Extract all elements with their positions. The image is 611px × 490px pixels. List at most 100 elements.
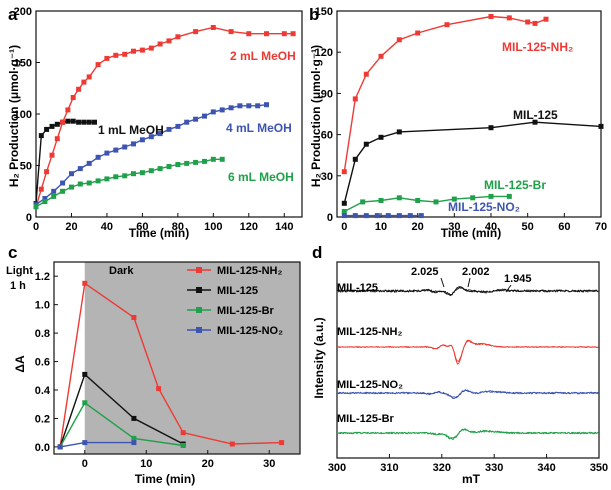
data-point [65,118,71,124]
data-point [506,15,512,21]
data-point [86,160,92,166]
spectrum-trace [336,286,599,297]
spectrum-trace [336,389,599,398]
data-point [82,400,88,406]
y-tick-label: 0 [327,212,333,224]
x-tick-label: 330 [485,462,503,474]
series-line [35,158,223,208]
data-point [70,95,76,100]
y-axis-label-b: H₂ Production (μmol·g⁻¹) [309,45,323,187]
x-tick-label: 40 [485,221,497,233]
data-point [95,154,101,160]
data-point [51,188,57,194]
data-point [131,435,137,441]
data-point [131,171,136,177]
data-point [92,119,97,125]
data-point [341,209,347,214]
series-line [35,26,294,207]
data-point [378,53,384,59]
data-point [264,31,269,37]
data-point [60,180,66,186]
x-tick-label: 70 [595,221,607,233]
y-tick-label: 50 [20,161,32,173]
data-point [237,103,243,109]
data-point [451,196,457,202]
data-point [148,45,154,51]
legend-c: MIL-125-NH₂ MIL-125 MIL-125-Br MIL-125-N… [187,265,283,337]
panel-c: c 0 10 20 30 0.0 0.2 0.4 0.6 0.8 1.0 1.2 Light 1 h… [6,243,301,486]
g-arrow-1945 [505,284,512,293]
data-point [131,315,137,320]
light-duration-label: 1 h [10,280,26,292]
data-point [396,213,402,219]
x-tick-label: 60 [558,221,570,233]
dark-label: Dark [109,265,134,277]
x-tick-label: 0 [341,221,347,233]
x-tick-label: 100 [204,221,222,233]
g-value-2002: 2.002 [462,266,490,278]
legend-label-a-4ml: 4 mL MeOH [226,121,292,135]
data-point [139,170,145,176]
data-point [82,371,88,377]
y-tick-label: 0.8 [35,328,50,340]
data-point [69,171,74,177]
g-value-1945: 1.945 [504,273,532,285]
data-point [44,169,50,175]
data-point [166,164,172,169]
data-point [193,116,199,122]
data-point [525,19,531,25]
data-point [175,162,181,167]
data-point [506,193,512,199]
data-point [82,440,88,446]
x-tick-label: 340 [537,462,555,474]
panel-d: d 300 310 320 330 340 350 mT Intensity (a.u.)… [312,243,608,486]
data-point [279,440,285,446]
data-point [415,198,421,203]
y-tick-label: 0 [26,212,32,224]
x-tick-label: 50 [522,221,534,233]
x-tick-label: 20 [202,458,214,470]
legend-label-b-mil125: MIL-125 [513,108,558,122]
data-point [57,444,63,450]
y-tick-label: 1.0 [35,300,50,312]
plot-area-d: 300 310 320 330 340 350 [328,261,608,474]
panel-label-a: a [8,5,18,24]
y-tick-label: 200 [14,6,32,18]
series-line [35,104,267,206]
data-point [86,119,92,125]
y-tick-label: 150 [14,58,32,70]
data-point [396,129,402,135]
x-tick-label: 40 [101,221,113,233]
legend-label-a-6ml: 6 mL MeOH [228,170,294,184]
x-tick-label: 60 [136,221,148,233]
series-line [343,195,510,213]
data-point [202,113,207,119]
legend-label-a-1ml: 1 mL MeOH [98,123,164,137]
data-point [49,123,55,129]
data-point [95,178,101,184]
data-point [82,280,88,286]
data-point [281,31,287,37]
data-point [210,25,216,30]
data-point [444,22,450,28]
data-point [470,195,476,201]
legend-label-a-2ml: 2 mL MeOH [230,49,296,63]
data-point [180,443,186,448]
x-tick-label: 10 [140,458,152,470]
plot-area-b: 0 10 20 30 40 50 60 70 0 30 60 90 120 150 [315,6,607,233]
data-point [38,133,44,139]
x-tick-label: 20 [412,221,424,233]
legend-label-b-br: MIL-125-Br [484,178,546,192]
dark-region [84,262,300,454]
y-tick-label: 0.2 [35,413,50,425]
x-tick-label: 140 [275,221,293,233]
data-point [122,144,128,150]
x-axis-label-d: mT [462,472,481,486]
y-tick-label: 150 [315,6,333,18]
legend-label-c-br: MIL-125-Br [217,305,275,317]
series-line [59,401,184,448]
x-axis-label-b: Time (min) [441,226,501,240]
data-point [166,126,172,132]
x-tick-label: 10 [375,221,387,233]
